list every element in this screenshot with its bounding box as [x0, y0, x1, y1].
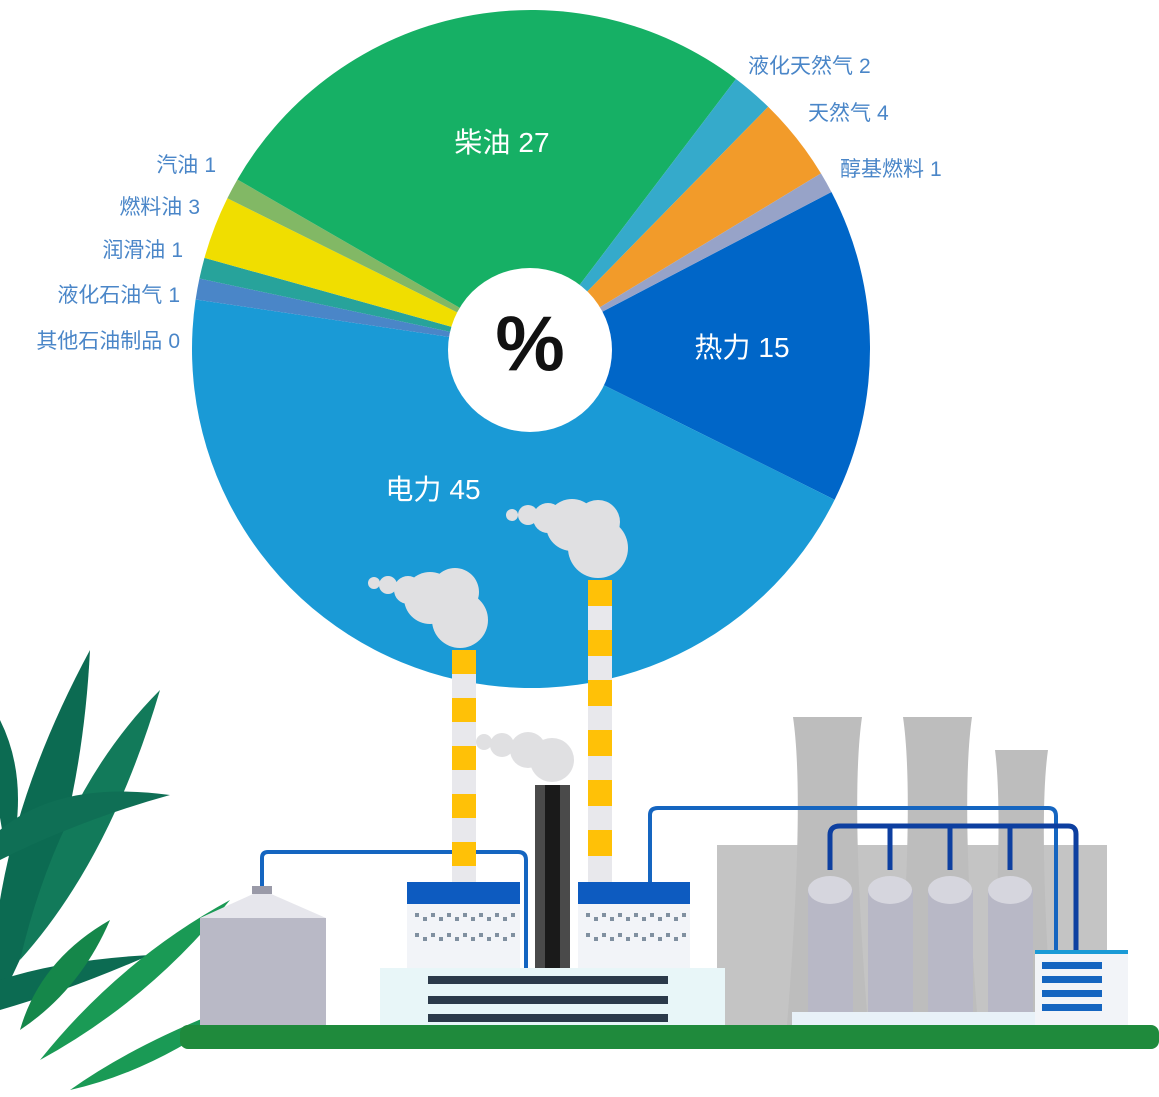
- slice-label: 液化天然气 2: [748, 55, 871, 78]
- slice-value: 1: [204, 154, 216, 177]
- pie-slice: [195, 278, 532, 349]
- slice-label: 醇基燃料 1: [840, 158, 942, 181]
- pie-slice: [227, 179, 532, 349]
- pie-slice: [191, 299, 835, 689]
- leaves: [0, 650, 250, 1090]
- factory: [0, 499, 1159, 1090]
- center-hole: [448, 268, 612, 432]
- slice-value: 1: [168, 284, 180, 307]
- pie-slice: [531, 191, 871, 500]
- slice-name: 其他石油制品: [36, 330, 162, 353]
- slice-value: 0: [168, 330, 180, 353]
- slice-name: 电力: [385, 474, 441, 505]
- slice-label: 汽油 1: [156, 154, 216, 177]
- slice-label: 柴油 27: [454, 127, 549, 158]
- pie-slice: [199, 257, 531, 349]
- slice-name: 热力: [694, 332, 750, 363]
- pie-slice: [531, 106, 821, 349]
- slice-label: 润滑油 1: [102, 239, 183, 262]
- slice-label: 热力 15: [694, 332, 789, 363]
- slice-label: 液化石油气 1: [57, 284, 180, 307]
- slice-name: 天然气: [808, 102, 871, 125]
- slice-name: 醇基燃料: [840, 158, 924, 181]
- slice-name: 润滑油: [102, 239, 165, 262]
- slice-label: 其他石油制品 0: [36, 330, 180, 353]
- slice-label: 电力 45: [385, 474, 480, 505]
- slice-label: 燃料油 3: [119, 196, 200, 219]
- slice-name: 液化石油气: [57, 284, 162, 307]
- slice-value: 45: [449, 474, 480, 505]
- slice-name: 燃料油: [119, 196, 182, 219]
- pie: [191, 9, 871, 689]
- pie-slice: [531, 173, 832, 349]
- slice-value: 4: [877, 102, 889, 125]
- slice-value: 15: [758, 332, 789, 363]
- pie-slice: [237, 9, 736, 349]
- slice-name: 汽油: [156, 154, 198, 177]
- slice-label: 天然气 4: [808, 102, 889, 125]
- slice-value: 3: [188, 196, 200, 219]
- slice-value: 2: [859, 55, 871, 78]
- slice-value: 27: [518, 127, 549, 158]
- pie-slice: [531, 78, 769, 350]
- slice-name: 柴油: [454, 127, 510, 158]
- slice-value: 1: [171, 239, 183, 262]
- slice-name: 液化天然气: [748, 55, 853, 78]
- slice-value: 1: [930, 158, 942, 181]
- pie-slice: [204, 198, 531, 349]
- center-label: %: [495, 300, 564, 388]
